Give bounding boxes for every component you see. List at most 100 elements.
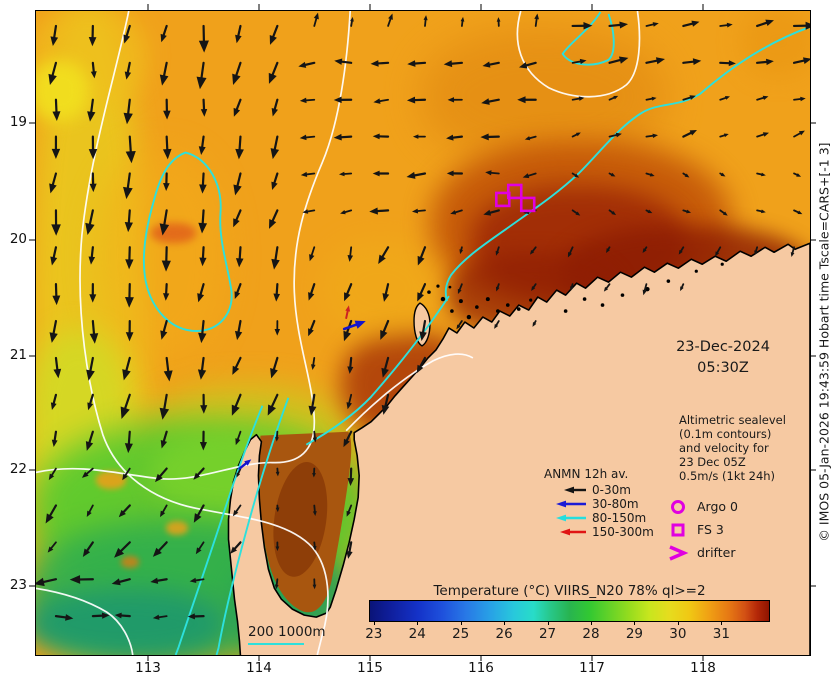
bathymetry-contour	[561, 11, 615, 66]
platform-item-label: FS 3	[697, 522, 724, 537]
island-dot	[427, 290, 431, 294]
time-text: 05:30Z	[697, 360, 749, 377]
barrow-island	[413, 302, 431, 347]
depth-scale: 200 1000m	[248, 624, 326, 645]
platform-item: Argo 0	[669, 495, 738, 518]
sealevel-contour	[36, 587, 134, 655]
colorbar-title: Temperature (°C) VIIRS_N20 78% ql>=2	[433, 583, 706, 599]
island-dot	[600, 303, 605, 307]
island-dot	[466, 314, 472, 320]
anmn-item-label: 80-150m	[592, 511, 647, 525]
sst-patch	[96, 471, 126, 489]
sealevel-contour	[345, 353, 474, 432]
anmn-arrow-icon	[560, 528, 586, 536]
island-dot	[475, 305, 479, 309]
date-text: 23-Dec-2024	[676, 339, 770, 355]
platform-item-label: drifter	[697, 545, 736, 560]
colorbar-tick	[373, 621, 375, 625]
colorbar-tick	[591, 621, 592, 625]
anmn-arrow-icon	[556, 514, 586, 522]
colorbar: Temperature (°C) VIIRS_N20 78% ql>=2 23 2…	[365, 583, 770, 647]
island-dot	[582, 297, 587, 301]
map-layers	[36, 11, 810, 655]
colorbar-tick-label: 31	[712, 626, 730, 642]
anmn-legend-title: ANMN 12h av.	[544, 467, 629, 481]
colorbar-tick	[677, 621, 679, 625]
island-dot	[645, 286, 650, 292]
colorbar-tick-label: 29	[625, 626, 644, 642]
y-tick-label: 20	[9, 231, 27, 247]
bathymetry-contour	[444, 26, 810, 302]
x-tick-label: 113	[135, 660, 161, 676]
island-dot	[448, 285, 452, 289]
x-tick-label: 115	[357, 660, 383, 676]
island-dot	[505, 303, 510, 307]
isobath-200m-line	[248, 643, 304, 645]
fs-marker	[495, 191, 511, 208]
island-dot	[666, 279, 671, 283]
credit-text: © IMOS 05-Jan-2026 19:43:59 Hobart time …	[816, 142, 832, 542]
island-dot	[458, 299, 463, 304]
anmn-item: 0-30m	[544, 483, 654, 497]
colorbar-tick-label: 27	[538, 626, 557, 642]
colorbar-tick-label: 23	[365, 626, 383, 642]
platform-legend: Argo 0 FS 3 drifter	[669, 495, 738, 564]
island-dot	[694, 269, 698, 273]
colorbar-gradient	[369, 600, 770, 622]
circle-marker-icon	[671, 499, 685, 514]
anmn-item: 80-150m	[544, 511, 654, 525]
island-dot	[450, 309, 454, 313]
sst-patch	[36, 61, 89, 121]
sealevel-contour	[516, 11, 641, 98]
square-marker-icon	[671, 523, 685, 536]
island-dot	[563, 309, 568, 313]
colorbar-tick	[721, 621, 723, 625]
anmn-item-label: 150-300m	[592, 525, 654, 539]
sst-patch	[741, 11, 810, 76]
island-dot	[440, 296, 446, 302]
bathymetry-contour	[142, 151, 233, 332]
anmn-legend-items: 0-30m 30-80m 80-150m 150-300m	[544, 483, 654, 539]
map-area: 23-Dec-2024 05:30Z Altimetric sealevel (…	[35, 10, 811, 656]
colorbar-tick	[504, 621, 506, 625]
island-dot	[516, 307, 521, 311]
sst-patch	[166, 521, 188, 535]
platform-item-label: Argo 0	[697, 499, 738, 514]
colorbar-tick	[460, 621, 462, 625]
bathymetry-contour	[174, 405, 264, 655]
sealevel-contour	[79, 11, 329, 655]
island-dot	[529, 298, 533, 302]
x-tick-label: 114	[246, 660, 272, 676]
y-tick-label: 22	[9, 461, 27, 477]
anmn-item-label: 30-80m	[592, 497, 639, 511]
x-tick-label: 117	[579, 660, 605, 676]
arrow-marker-icon	[669, 544, 689, 561]
colorbar-tick-label: 28	[582, 626, 600, 642]
anmn-legend: ANMN 12h av. 0-30m 30-80m 80-150m 150-300m	[544, 467, 654, 539]
island-dot	[485, 297, 490, 302]
colorbar-tick-label: 24	[408, 626, 426, 642]
altimetry-note: Altimetric sealevel (0.1m contours) and …	[679, 413, 786, 483]
colorbar-tick	[547, 621, 549, 625]
fs-marker	[519, 196, 536, 213]
island-dot	[720, 262, 724, 266]
colorbar-tick-label: 25	[452, 626, 470, 642]
bathymetry-contour	[305, 295, 450, 446]
anmn-item: 30-80m	[544, 497, 654, 511]
x-tick-label: 118	[690, 660, 716, 676]
colorbar-tick-label: 26	[495, 626, 513, 642]
anmn-arrow-icon	[556, 500, 586, 508]
y-tick-label: 23	[9, 577, 27, 593]
colorbar-tick	[417, 621, 419, 625]
island-dot	[496, 309, 500, 313]
colorbar-tick	[634, 621, 636, 625]
bathymetry-contour	[215, 397, 290, 655]
land-mass	[227, 242, 810, 655]
anmn-item: 150-300m	[544, 525, 654, 539]
anmn-item-label: 0-30m	[592, 483, 631, 497]
sst-patch	[121, 556, 139, 568]
island-dot	[620, 293, 625, 297]
sealevel-contour	[36, 11, 352, 480]
y-tick-label: 21	[9, 347, 27, 363]
date-annotation: 23-Dec-2024 05:30Z	[653, 337, 793, 379]
